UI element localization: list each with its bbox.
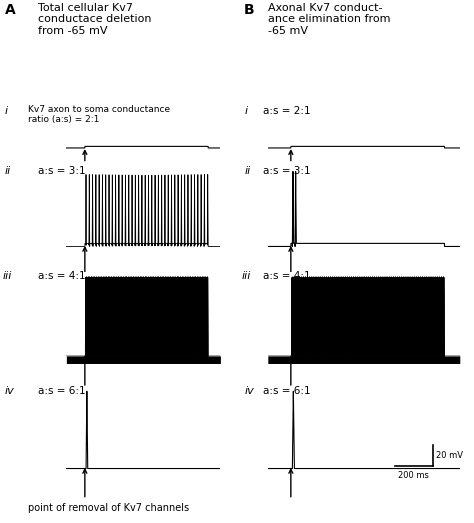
Text: a:s = 2:1: a:s = 2:1	[263, 106, 310, 116]
Text: i: i	[244, 106, 247, 116]
Text: point of removal of Kv7 channels: point of removal of Kv7 channels	[28, 503, 190, 513]
Text: a:s = 6:1: a:s = 6:1	[263, 386, 310, 396]
Text: a:s = 4:1: a:s = 4:1	[263, 271, 310, 281]
Text: a:s = 6:1: a:s = 6:1	[38, 386, 85, 396]
Text: B: B	[244, 3, 255, 17]
Text: Kv7 axon to soma conductance
ratio (a:s) = 2:1: Kv7 axon to soma conductance ratio (a:s)…	[28, 105, 171, 124]
Text: 20 mV: 20 mV	[436, 451, 463, 460]
Text: iv: iv	[244, 386, 254, 396]
Text: i: i	[5, 106, 8, 116]
Text: ii: ii	[244, 166, 250, 176]
Text: iii: iii	[2, 271, 12, 281]
Text: a:s = 4:1: a:s = 4:1	[38, 271, 85, 281]
Text: 200 ms: 200 ms	[398, 471, 429, 480]
Text: Total cellular Kv7
conductace deletion
from -65 mV: Total cellular Kv7 conductace deletion f…	[38, 3, 151, 36]
Text: Axonal Kv7 conduct-
ance elimination from
-65 mV: Axonal Kv7 conduct- ance elimination fro…	[268, 3, 390, 36]
Text: iii: iii	[242, 271, 251, 281]
Text: ii: ii	[5, 166, 11, 176]
Text: iv: iv	[5, 386, 15, 396]
Text: a:s = 3:1: a:s = 3:1	[263, 166, 310, 176]
Text: a:s = 3:1: a:s = 3:1	[38, 166, 85, 176]
Text: A: A	[5, 3, 16, 17]
